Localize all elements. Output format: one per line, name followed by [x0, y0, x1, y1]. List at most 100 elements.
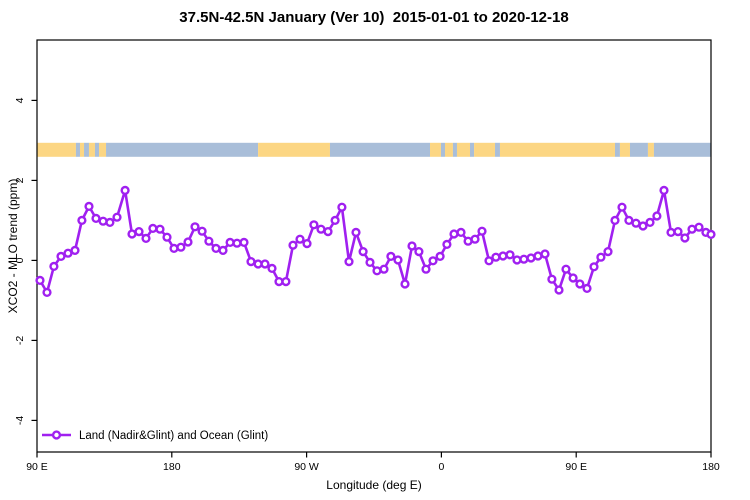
data-point-marker — [624, 215, 634, 226]
data-point-marker — [148, 223, 158, 234]
data-point-marker — [35, 275, 45, 286]
data-point-marker — [239, 237, 249, 248]
data-point-marker — [323, 227, 333, 237]
data-point-marker — [295, 234, 305, 244]
data-point-marker — [42, 287, 52, 298]
band-segment-ocean — [84, 142, 89, 157]
data-point-marker — [603, 247, 613, 257]
data-point-marker — [141, 233, 151, 244]
data-point-marker — [561, 264, 571, 274]
x-axis-ticks: 90 E 180 90 W 0 90 E 180 — [26, 452, 720, 473]
data-point-marker — [456, 227, 466, 238]
series-line — [38, 189, 712, 294]
band-segment-ocean — [94, 142, 100, 157]
data-point-marker — [484, 256, 494, 266]
band-segment-land — [619, 142, 630, 157]
x-tick-label: 0 — [438, 461, 444, 473]
band-segment-land — [88, 142, 95, 157]
data-point-marker — [330, 215, 340, 226]
data-point-marker — [91, 213, 101, 224]
band-segment-ocean — [440, 142, 445, 157]
y-tick-label: 2 — [14, 177, 26, 183]
data-point-marker — [694, 222, 704, 232]
data-point-marker — [120, 185, 130, 196]
y-axis-title: XCO2 - MLO trend (ppm) — [6, 178, 20, 314]
y-axis-ticks: 4 2 0 -2 -4 — [14, 97, 37, 425]
data-point-marker — [56, 251, 66, 262]
data-point-marker — [288, 240, 298, 250]
band-segment-ocean — [495, 142, 500, 157]
data-point-marker — [316, 224, 326, 234]
band-segment-land — [99, 142, 107, 157]
data-point-marker — [302, 239, 312, 249]
data-point-marker — [49, 261, 59, 272]
data-point-marker — [127, 229, 137, 239]
x-tick-label: 90 E — [26, 461, 48, 473]
band-segment-ocean — [329, 142, 431, 157]
data-point-marker — [211, 243, 221, 254]
data-point-marker — [470, 234, 480, 244]
y-tick-label: 4 — [14, 97, 26, 103]
data-point-marker — [652, 211, 662, 221]
data-point-marker — [337, 202, 347, 212]
data-point-marker — [505, 250, 515, 260]
data-point-marker — [344, 257, 354, 267]
data-point-marker — [414, 247, 424, 257]
data-point-marker — [617, 202, 627, 212]
data-point-marker — [449, 229, 459, 239]
band-segment-ocean — [75, 142, 80, 157]
band-segment-land — [456, 142, 471, 157]
data-point-marker — [358, 247, 368, 257]
data-point-marker — [589, 262, 599, 272]
data-point-marker — [309, 220, 319, 230]
data-point-marker — [400, 279, 410, 289]
data-point-marker — [183, 237, 193, 247]
data-point-marker — [477, 226, 487, 236]
data-point-marker — [568, 273, 578, 283]
data-point-marker — [218, 245, 228, 256]
data-point-marker — [442, 239, 452, 250]
data-point-marker — [421, 264, 431, 274]
band-segment-ocean — [653, 142, 711, 157]
band-segment-ocean — [614, 142, 620, 157]
y-tick-label: 0 — [14, 257, 26, 263]
y-tick-label: -4 — [14, 416, 26, 425]
data-point-marker — [547, 274, 557, 284]
data-point-marker — [491, 252, 501, 262]
data-point-marker — [70, 245, 80, 256]
data-point-marker — [596, 252, 606, 262]
data-point-marker — [267, 263, 277, 274]
x-tick-label: 90 E — [565, 461, 587, 473]
data-point-marker — [351, 227, 361, 238]
data-point-marker — [134, 227, 144, 237]
data-point-marker — [372, 266, 382, 276]
data-point-marker — [519, 254, 529, 264]
legend-label: Land (Nadir&Glint) and Ocean (Glint) — [79, 430, 268, 442]
data-point-marker — [155, 224, 165, 234]
data-point-marker — [246, 257, 256, 267]
legend-marker-icon — [51, 430, 62, 440]
data-point-marker — [232, 238, 242, 248]
data-point-marker — [498, 251, 508, 261]
data-point-marker — [105, 217, 115, 228]
data-point-marker — [533, 251, 543, 261]
band-segment-land — [430, 142, 441, 157]
data-point-marker — [112, 212, 122, 222]
data-point-marker — [687, 224, 697, 234]
band-segment-land — [499, 142, 615, 157]
data-point-marker — [631, 218, 641, 228]
data-point-marker — [575, 279, 585, 289]
data-point-marker — [428, 256, 438, 266]
data-point-marker — [610, 215, 620, 226]
data-point-marker — [365, 257, 375, 268]
data-point-marker — [666, 227, 676, 238]
data-point-marker — [197, 226, 207, 236]
x-tick-label: 90 W — [294, 461, 319, 473]
data-point-marker — [645, 217, 655, 228]
band-segment-land — [79, 142, 85, 157]
band-segment-land — [474, 142, 496, 157]
data-point-marker — [540, 249, 550, 259]
data-point-marker — [554, 285, 564, 295]
x-tick-label: 180 — [163, 461, 181, 473]
